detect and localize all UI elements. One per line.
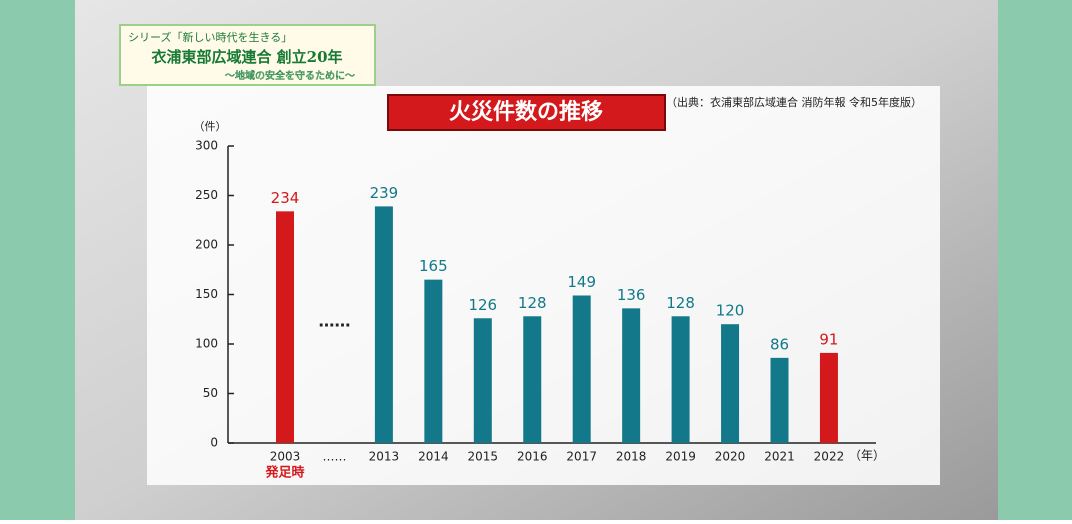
- bar: [572, 295, 591, 443]
- value-label: 165: [419, 257, 448, 275]
- bar: [721, 324, 740, 443]
- source: （出典：衣浦東部広域連合 消防年報 令和5年度版）: [666, 95, 922, 109]
- annotation: 発足時: [264, 465, 304, 481]
- title-box: [387, 94, 666, 131]
- x-tick-label: 2021: [764, 450, 795, 464]
- y-tick-label: 250: [195, 188, 218, 202]
- value-label: 120: [716, 302, 745, 320]
- chart-title: 火災件数の推移: [449, 99, 603, 125]
- x-tick-label: 2018: [616, 450, 647, 464]
- y-tick-label: 300: [195, 139, 218, 153]
- x-tick-label: 2014: [418, 450, 449, 464]
- y-tick-label: 150: [195, 287, 218, 301]
- x-tick-label: 2022: [814, 450, 845, 464]
- value-label: 128: [518, 294, 547, 312]
- caption-box: [119, 24, 376, 86]
- value-label: 234: [271, 189, 300, 207]
- bar: [819, 352, 838, 443]
- x-tick-label: 2013: [369, 450, 400, 464]
- bar: [523, 316, 542, 443]
- caption-title: 衣浦東部広域連合 創立20年: [151, 48, 342, 66]
- value-label: 128: [666, 294, 695, 312]
- value-label: 149: [567, 273, 596, 291]
- value-label: 136: [617, 286, 646, 304]
- value-label: 91: [819, 330, 838, 348]
- x-tick-label: 2003: [270, 450, 301, 464]
- y-unit: （件）: [194, 120, 227, 133]
- value-label: 86: [770, 335, 789, 353]
- value-label: 239: [370, 184, 399, 202]
- side-band: [0, 0, 75, 520]
- x-tick-label: ……: [322, 450, 346, 464]
- bar: [770, 357, 789, 443]
- bar: [473, 318, 492, 443]
- x-tick-label: 2019: [665, 450, 696, 464]
- x-tick-label: 2015: [468, 450, 499, 464]
- caption-series: シリーズ「新しい時代を生きる」: [128, 30, 292, 44]
- y-tick-label: 0: [210, 436, 218, 450]
- annotation: ……: [318, 312, 350, 331]
- bar: [374, 206, 393, 443]
- y-tick-label: 100: [195, 337, 218, 351]
- x-tick-label: 2016: [517, 450, 548, 464]
- bar: [622, 308, 641, 443]
- bar: [671, 316, 690, 443]
- side-band: [998, 0, 1072, 520]
- bar: [424, 279, 443, 443]
- caption-subtitle: 〜地域の安全を守るために〜: [225, 69, 355, 82]
- x-tick-label: 2020: [715, 450, 746, 464]
- bar: [276, 211, 294, 443]
- value-label: 126: [468, 296, 497, 314]
- x-unit: （年）: [849, 449, 885, 463]
- y-tick-label: 50: [203, 386, 218, 400]
- y-tick-label: 200: [195, 238, 218, 252]
- x-tick-label: 2017: [566, 450, 597, 464]
